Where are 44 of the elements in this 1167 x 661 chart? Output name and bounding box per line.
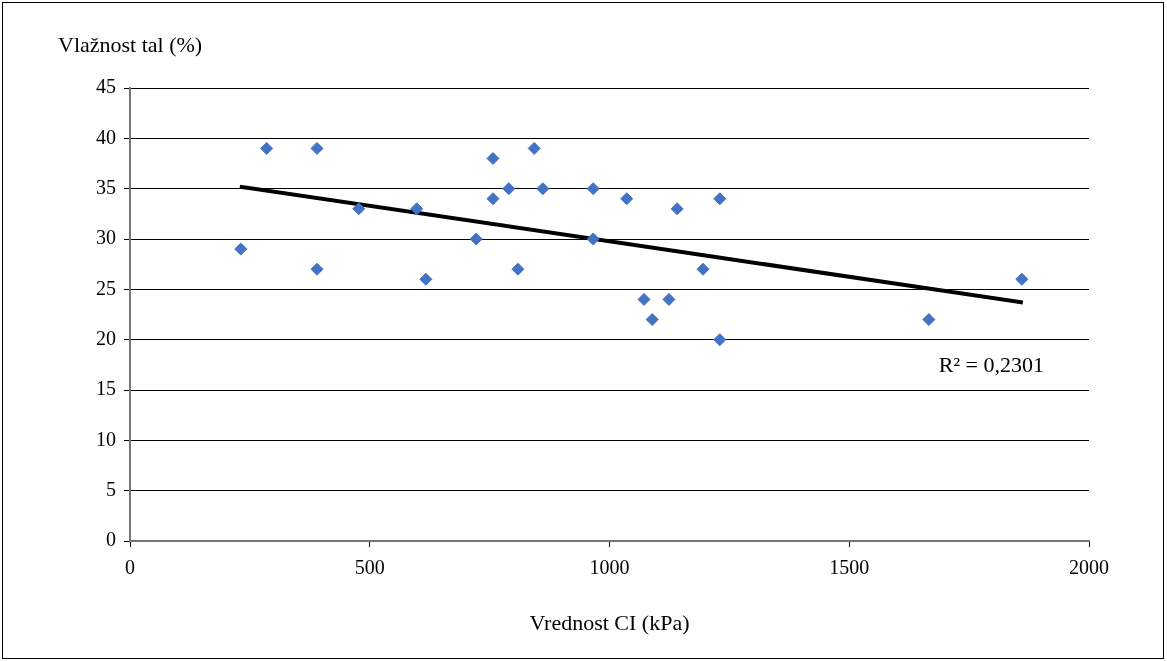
point	[410, 202, 424, 216]
x-tick-label: 500	[354, 556, 385, 579]
y-tick-label: 20	[96, 326, 116, 349]
y-tick-label: 40	[96, 125, 116, 148]
y-tick-label: 0	[106, 528, 116, 551]
point	[670, 202, 684, 216]
point	[486, 192, 500, 206]
y-tick-label: 15	[96, 377, 116, 400]
point	[352, 202, 366, 216]
point	[645, 313, 659, 327]
point	[713, 192, 727, 206]
point	[234, 242, 248, 256]
point	[637, 292, 651, 306]
y-tick-label: 30	[96, 226, 116, 249]
point	[310, 262, 324, 276]
x-tick-label: 2000	[1069, 556, 1109, 579]
x-tick-label: 1000	[589, 556, 630, 579]
y-tick-label: 10	[96, 427, 116, 450]
point	[527, 141, 541, 155]
y-axis-title: Vlažnost tal (%)	[58, 31, 203, 57]
point	[536, 182, 550, 196]
point	[586, 182, 600, 196]
y-tick-label: 35	[96, 175, 116, 198]
x-axis-title: Vrednost CI (kPa)	[529, 609, 690, 635]
point	[511, 262, 525, 276]
point	[922, 313, 936, 327]
y-tick-label: 45	[96, 75, 116, 98]
point	[696, 262, 710, 276]
x-tick-label: 1500	[829, 556, 870, 579]
point	[1015, 272, 1029, 286]
point	[419, 272, 433, 286]
point	[620, 192, 634, 206]
x-tick-label: 0	[125, 556, 135, 579]
point	[260, 141, 274, 155]
point	[469, 232, 483, 246]
point	[713, 333, 727, 347]
y-tick-label: 25	[96, 276, 116, 299]
point	[502, 182, 516, 196]
annotation: R² = 0,2301	[938, 351, 1044, 377]
y-tick-label: 5	[106, 477, 116, 500]
point	[486, 151, 500, 165]
point	[662, 292, 676, 306]
point	[586, 232, 600, 246]
point	[310, 141, 324, 155]
